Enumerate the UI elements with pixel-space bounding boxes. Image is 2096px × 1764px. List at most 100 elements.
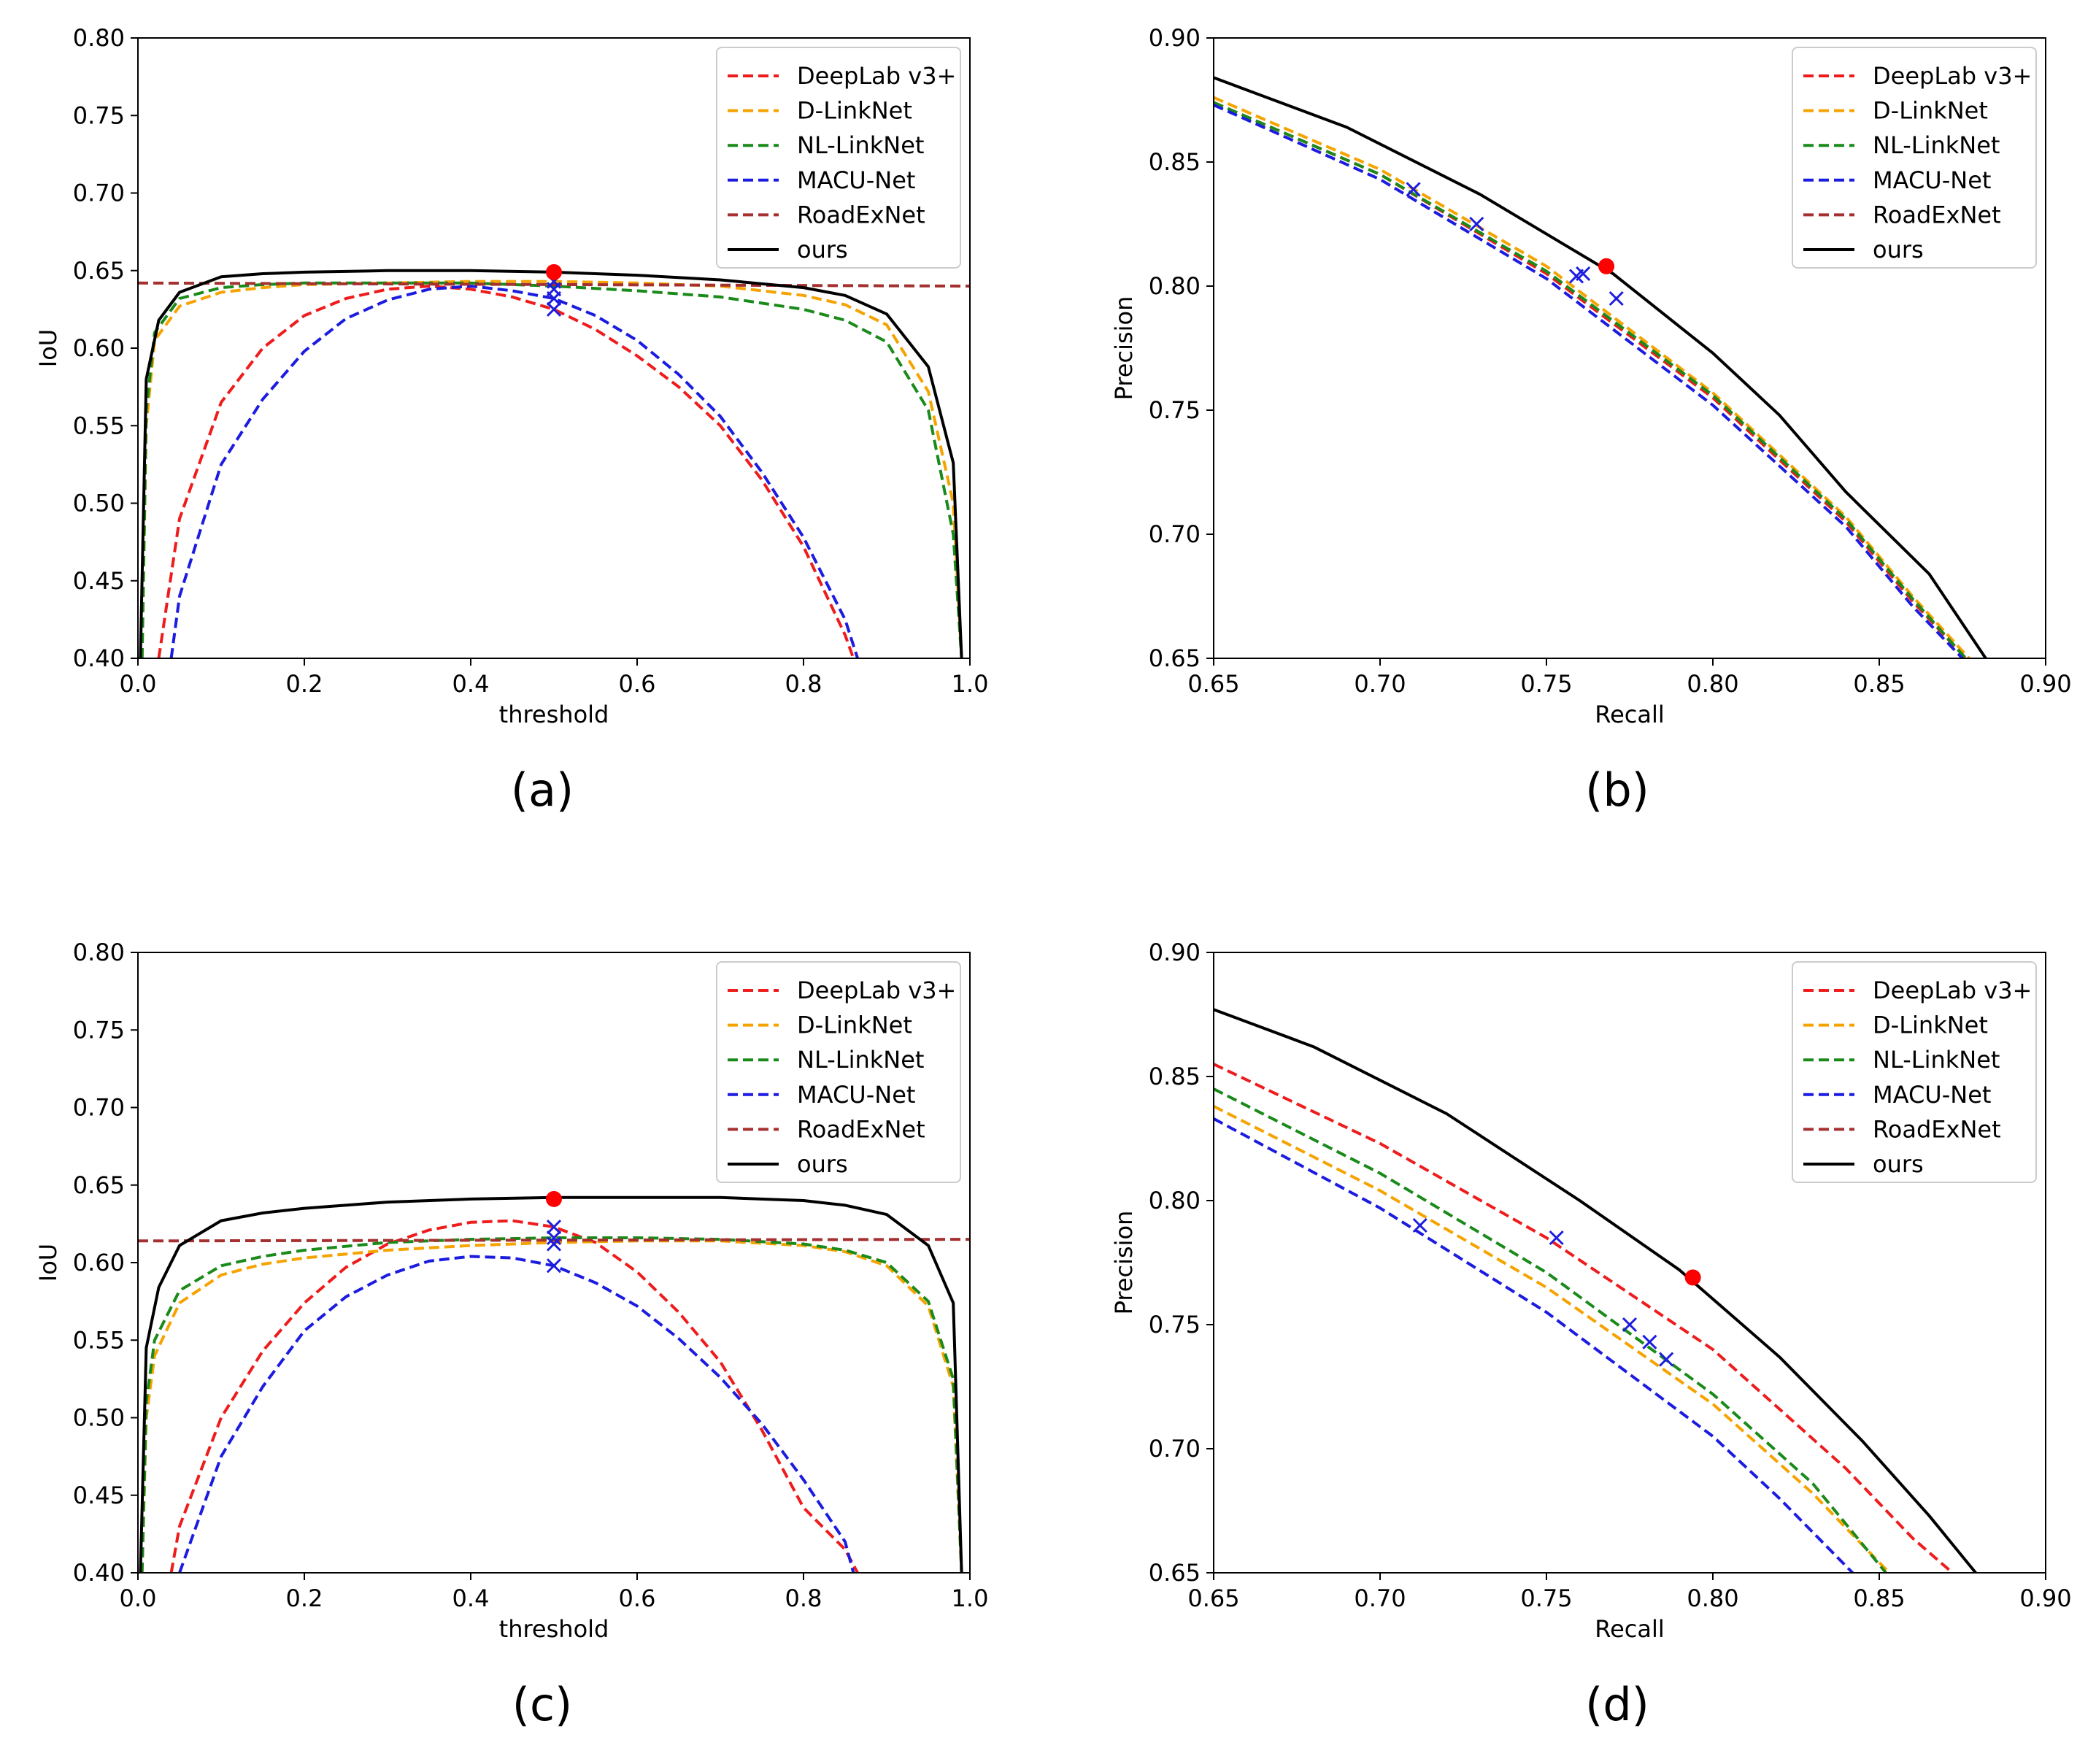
series-line-roadexnet	[138, 1238, 970, 1243]
x-marker	[546, 1236, 562, 1252]
x-marker	[546, 301, 562, 317]
y-tick-label: 0.75	[73, 1016, 125, 1044]
x-tick-label: 0.85	[1853, 670, 1905, 698]
legend: DeepLab v3+ D-LinkNet NL-LinkNet MACU-Net Ro…	[716, 47, 961, 269]
series-line-d-linknet	[140, 1239, 963, 1573]
x-tick-label: 0.0	[120, 670, 157, 698]
y-tick-label: 0.75	[73, 101, 125, 129]
legend-label: RoadExNet	[1873, 201, 2001, 228]
series-line-ours	[1214, 1008, 1977, 1573]
y-tick-label: 0.40	[73, 644, 125, 672]
series-line-d-linknet	[140, 280, 963, 658]
x-tick-label: 0.85	[1853, 1584, 1905, 1612]
legend-label: ours	[797, 1150, 848, 1178]
y-tick-label: 0.70	[73, 180, 125, 207]
x-marker	[546, 1230, 562, 1246]
series-line-nl-linknet	[1214, 1087, 1887, 1573]
y-tick-label: 0.80	[73, 24, 125, 52]
x-marker	[1576, 266, 1591, 282]
y-tick-label: 0.75	[1149, 1311, 1201, 1339]
legend-label: D-LinkNet	[797, 1012, 912, 1039]
legend: DeepLab v3+ D-LinkNet NL-LinkNet MACU-Net Ro…	[716, 961, 961, 1183]
y-tick-label: 0.55	[73, 412, 125, 439]
x-tick-label: 0.0	[120, 1584, 157, 1612]
x-marker	[1412, 1217, 1427, 1233]
legend-box	[716, 47, 961, 269]
legend-label: NL-LinkNet	[797, 131, 924, 159]
y-axis-title: Precision	[1110, 1211, 1138, 1315]
legend-box	[1792, 961, 2037, 1183]
y-tick-label: 0.75	[1149, 396, 1201, 424]
x-axis-title: Recall	[1595, 1615, 1664, 1643]
y-tick-label: 0.90	[1149, 939, 1201, 966]
legend-label: NL-LinkNet	[797, 1046, 924, 1074]
x-marker	[1406, 182, 1421, 197]
legend-label: DeepLab v3+	[1873, 62, 2032, 90]
panel-caption: (b)	[1585, 763, 1649, 817]
panel-caption: (a)	[511, 763, 574, 817]
best-point-marker	[546, 263, 562, 280]
best-point-marker	[546, 1190, 562, 1207]
series-line-macu-net	[169, 285, 860, 658]
series-line-ours	[139, 1195, 963, 1573]
legend: DeepLab v3+ D-LinkNet NL-LinkNet MACU-Net Ro…	[1792, 47, 2037, 269]
x-tick-label: 0.65	[1187, 1584, 1239, 1612]
series-line-d-linknet	[1214, 1105, 1891, 1573]
legend-label: D-LinkNet	[1873, 1012, 1988, 1039]
x-tick-label: 1.0	[952, 670, 989, 698]
y-tick-label: 0.80	[1149, 272, 1201, 300]
x-tick-label: 0.70	[1354, 1584, 1406, 1612]
series-line-deeplab-v3-	[1214, 1063, 1954, 1573]
series-line-ours	[1214, 76, 1987, 658]
y-axis-title: IoU	[34, 329, 62, 367]
y-tick-label: 0.90	[1149, 24, 1201, 52]
panel-caption: (d)	[1585, 1678, 1649, 1731]
axes-frame	[137, 952, 971, 1574]
y-axis-title: Precision	[1110, 296, 1138, 401]
legend-label: ours	[1873, 236, 1924, 263]
x-tick-label: 0.70	[1354, 670, 1406, 698]
legend-label: RoadExNet	[797, 201, 925, 228]
legend-label: D-LinkNet	[1873, 97, 1988, 125]
chart-panel-0: 0.0 0.2 0.4 0.6 0.8 1.0 0.40 0.45 0.50 0.55 0.60 0.…	[34, 24, 988, 817]
x-marker	[1469, 216, 1484, 232]
y-tick-label: 0.60	[73, 1249, 125, 1276]
x-tick-label: 0.2	[286, 670, 323, 698]
legend-label: MACU-Net	[1873, 166, 1991, 194]
legend-label: NL-LinkNet	[1873, 1046, 2000, 1074]
x-tick-label: 0.8	[785, 670, 822, 698]
y-tick-label: 0.80	[1149, 1187, 1201, 1214]
y-tick-label: 0.45	[73, 1482, 125, 1509]
legend-label: NL-LinkNet	[1873, 131, 2000, 159]
y-tick-label: 0.70	[1149, 520, 1201, 548]
legend-label: MACU-Net	[1873, 1081, 1991, 1109]
x-tick-label: 0.6	[619, 670, 656, 698]
series-line-macu-net	[178, 1255, 855, 1573]
y-tick-label: 0.85	[1149, 1063, 1201, 1090]
y-tick-label: 0.50	[73, 490, 125, 517]
legend-box	[716, 961, 961, 1183]
series-line-deeplab-v3-	[157, 285, 855, 658]
legend-label: MACU-Net	[797, 1081, 915, 1109]
legend-label: ours	[1873, 1150, 1924, 1178]
axes-frame	[137, 37, 971, 659]
x-tick-label: 0.4	[452, 1584, 490, 1612]
series-line-deeplab-v3-	[1214, 101, 1968, 658]
legend-label: ours	[797, 236, 848, 263]
y-tick-label: 0.65	[73, 257, 125, 285]
plot-area	[138, 1195, 970, 1573]
x-tick-label: 0.8	[785, 1584, 822, 1612]
series-line-macu-net	[1214, 1117, 1854, 1573]
panel-caption: (c)	[512, 1678, 572, 1731]
axes-frame	[1213, 37, 2046, 659]
legend: DeepLab v3+ D-LinkNet NL-LinkNet MACU-Net Ro…	[1792, 961, 2037, 1183]
series-line-nl-linknet	[140, 281, 963, 658]
x-marker	[1622, 1317, 1638, 1333]
x-tick-label: 0.2	[286, 1584, 323, 1612]
y-tick-label: 0.55	[73, 1326, 125, 1354]
y-axis-title: IoU	[34, 1244, 62, 1282]
series-line-deeplab-v3-	[169, 1219, 859, 1573]
series-line-nl-linknet	[1214, 101, 1968, 658]
x-tick-label: 0.65	[1187, 670, 1239, 698]
x-marker	[1659, 1352, 1674, 1367]
